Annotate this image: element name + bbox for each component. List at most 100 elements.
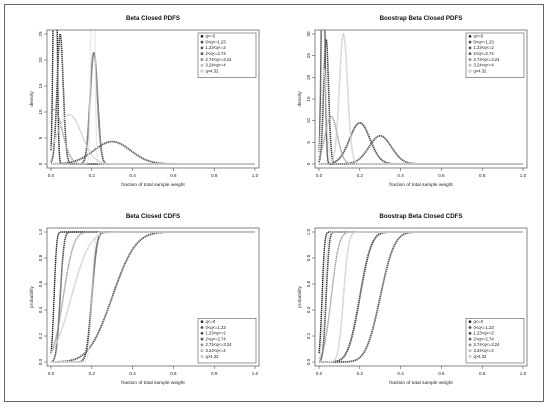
series-line-6: [50, 231, 256, 353]
x-tick-label: 0.4: [129, 371, 136, 376]
figure-panel: Beta Closed PDFS 0.0 0.2 0.4 0.6 0.8 1.0 0 5 10 15…: [4, 4, 544, 402]
legend-marker: [200, 34, 204, 38]
legend-marker: [468, 52, 472, 56]
legend-marker: [200, 355, 204, 358]
legend-box: [465, 32, 525, 78]
x-tick-label: 0.2: [357, 173, 364, 178]
chart-1: Beta Closed PDFS 0.0 0.2 0.4 0.6 0.8 1.0 0 5 10 15…: [29, 15, 260, 188]
y-tick-label: 1.0: [306, 228, 311, 235]
legend-marker: [200, 320, 204, 324]
y-tick-label: 5: [38, 136, 43, 139]
series-line-1: [50, 30, 256, 165]
plot-frame: [46, 227, 260, 367]
plot-frame: [46, 29, 260, 169]
legend-marker: [468, 34, 472, 38]
chart-title: Beta Closed CDFS: [126, 213, 180, 220]
y-tick-label: 0: [306, 162, 311, 165]
y-tick-label: 5: [306, 141, 311, 144]
legend-marker: [468, 355, 472, 358]
x-tick-label: 0.0: [48, 371, 55, 376]
x-axis-label: fraction of total sample weight: [121, 182, 185, 188]
series-line-6: [318, 33, 524, 165]
y-tick-label: 20: [306, 74, 311, 80]
legend-marker: [468, 331, 472, 335]
legend-entry: 2.74<q<=3.24: [206, 342, 233, 347]
x-tick-label: 0.6: [438, 371, 445, 376]
x-tick-label: 0.2: [357, 371, 364, 376]
y-tick-label: 0.2: [306, 332, 311, 339]
legend-marker: [468, 69, 472, 73]
x-axis-label: fraction of total sample weight: [389, 182, 453, 188]
x-tick-label: 0.8: [211, 173, 218, 178]
legend-entry: 1.23<q<=2: [474, 331, 495, 336]
y-tick-label: 0.0: [38, 358, 43, 365]
y-tick-label: 0: [38, 162, 43, 165]
legend-entry: 1.23<q<=2: [206, 45, 227, 50]
chart-4: Boostrap Beta Closed CDFS 0.0 0.2 0.4 0.6 0.8…: [297, 213, 528, 386]
y-tick-label: 0.4: [38, 306, 43, 313]
legend-marker: [468, 337, 472, 341]
y-tick-label: 10: [38, 109, 43, 115]
legend-entry: q<=0: [206, 319, 216, 324]
series-group: [318, 30, 524, 165]
x-tick-label: 1.0: [520, 173, 527, 178]
legend-entry: q<=0: [206, 34, 216, 39]
y-axis-label: probability: [297, 285, 303, 307]
legend-box: [465, 318, 525, 364]
legend-marker: [468, 40, 472, 44]
y-tick-label: 15: [38, 83, 43, 89]
x-tick-label: 1.0: [520, 371, 527, 376]
legend-marker: [200, 58, 204, 61]
series-line-7: [318, 68, 524, 165]
legend-box: [197, 32, 257, 78]
y-tick-label: 25: [306, 53, 311, 59]
legend-entry: 0<q<=1.23: [206, 39, 227, 44]
x-tick-label: 0.8: [479, 371, 486, 376]
series-line-3: [318, 231, 524, 363]
x-tick-label: 0.0: [48, 173, 55, 178]
legend-marker: [468, 326, 472, 329]
legend-marker: [468, 63, 472, 67]
series-line-7: [50, 231, 256, 363]
series-line-3: [318, 121, 524, 165]
series-line-6: [50, 113, 256, 165]
x-tick-label: 1.0: [252, 173, 259, 178]
y-tick-label: 30: [306, 31, 311, 37]
y-axis-label: probability: [29, 285, 35, 307]
legend-entry: 1.23<q<=2: [206, 331, 227, 336]
x-axis-label: fraction of total sample weight: [121, 380, 185, 386]
legend-entry: 0<q<=1.23: [474, 39, 495, 44]
legend-entry: q<=0: [474, 34, 484, 39]
legend-marker: [468, 46, 472, 50]
series-group: [50, 30, 256, 165]
figure-svg: Beta Closed PDFS 0.0 0.2 0.4 0.6 0.8 1.0 0 5 10 15…: [29, 15, 528, 386]
legend-entry: 3.24<q<=4: [206, 348, 227, 353]
legend-marker: [468, 343, 472, 347]
legend-marker: [468, 320, 472, 324]
legend-entry: 2<q<=2.74: [206, 51, 227, 56]
y-tick-label: 10: [306, 118, 311, 124]
legend: q<=00<q<=1.231.23<q<=22<q<=2.742.74<q<=3…: [465, 318, 525, 364]
legend: q<=00<q<=1.231.23<q<=22<q<=2.742.74<q<=3…: [197, 318, 257, 364]
legend-marker: [200, 40, 204, 44]
x-tick-label: 0.6: [170, 173, 177, 178]
chart-2: Boostrap Beta Closed PDFS 0.0 0.2 0.4 0.6 0.8…: [297, 15, 528, 188]
y-tick-label: 0.0: [306, 358, 311, 365]
x-tick-label: 0.0: [316, 173, 323, 178]
y-tick-label: 20: [38, 57, 43, 63]
x-tick-label: 0.2: [89, 173, 96, 178]
x-tick-label: 1.0: [252, 371, 259, 376]
legend-marker: [200, 46, 204, 50]
legend-entry: 0<q<=1.23: [474, 325, 495, 330]
plot-frame: [314, 227, 528, 367]
chart-title: Beta Closed PDFS: [126, 15, 180, 22]
series-group: [318, 231, 524, 363]
legend-entry: 2.74<q<=3.24: [474, 342, 501, 347]
legend-entry: 3.24<q<=4: [206, 63, 227, 68]
legend-entry: q>4.32: [474, 354, 488, 359]
series-line-4: [50, 140, 256, 165]
y-axis-label: density: [29, 91, 35, 107]
x-tick-label: 0.8: [211, 371, 218, 376]
series-line-7: [50, 30, 256, 165]
legend-marker: [468, 349, 472, 353]
